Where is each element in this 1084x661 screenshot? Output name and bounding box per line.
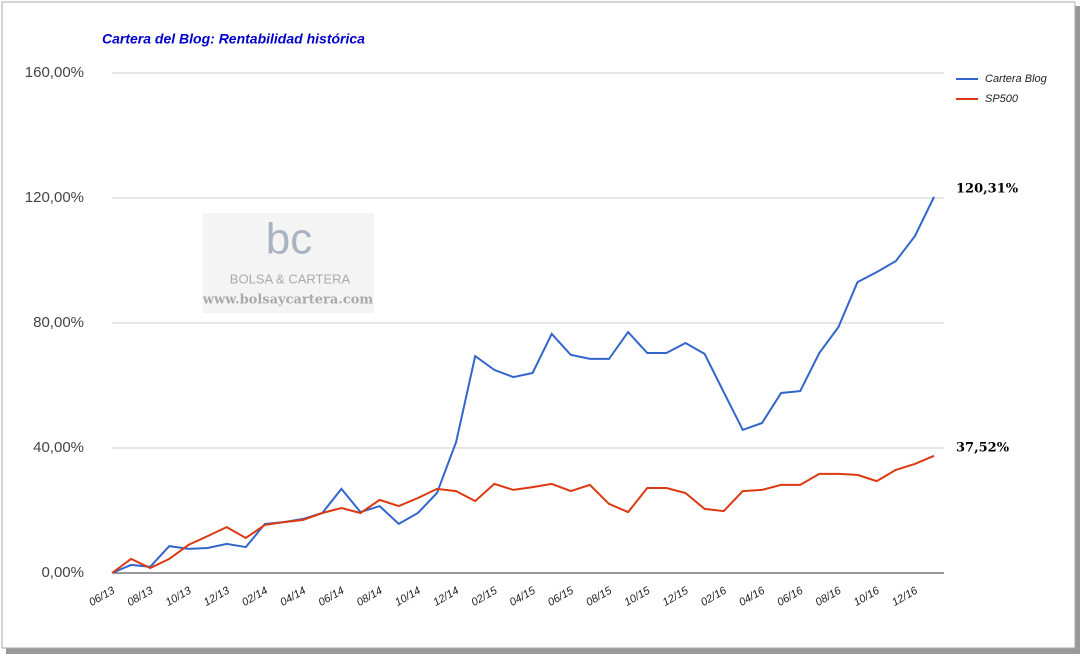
frame [1,1,1076,649]
y-tick-label: 120,00% [25,189,84,206]
y-tick-label: 80,00% [33,314,84,331]
y-tick-label: 160,00% [25,64,84,81]
watermark-url: www.bolsaycartera.com [202,293,374,308]
chart-title: Cartera del Blog: Rentabilidad histórica [102,31,365,47]
series-line [111,196,935,574]
watermark-name: BOLSA & CARTERA [230,271,351,286]
y-tick-label: 40,00% [33,439,84,456]
y-tick-label: 0,00% [41,564,84,581]
watermark-logo: bc [266,215,312,264]
series-line [111,454,935,574]
data-label: 120,31% [956,182,1019,197]
data-label: 37,52% [956,440,1010,455]
watermark-box [203,213,374,313]
legend-label: Cartera Blog [985,73,1048,85]
legend-label: SP500 [985,93,1019,105]
